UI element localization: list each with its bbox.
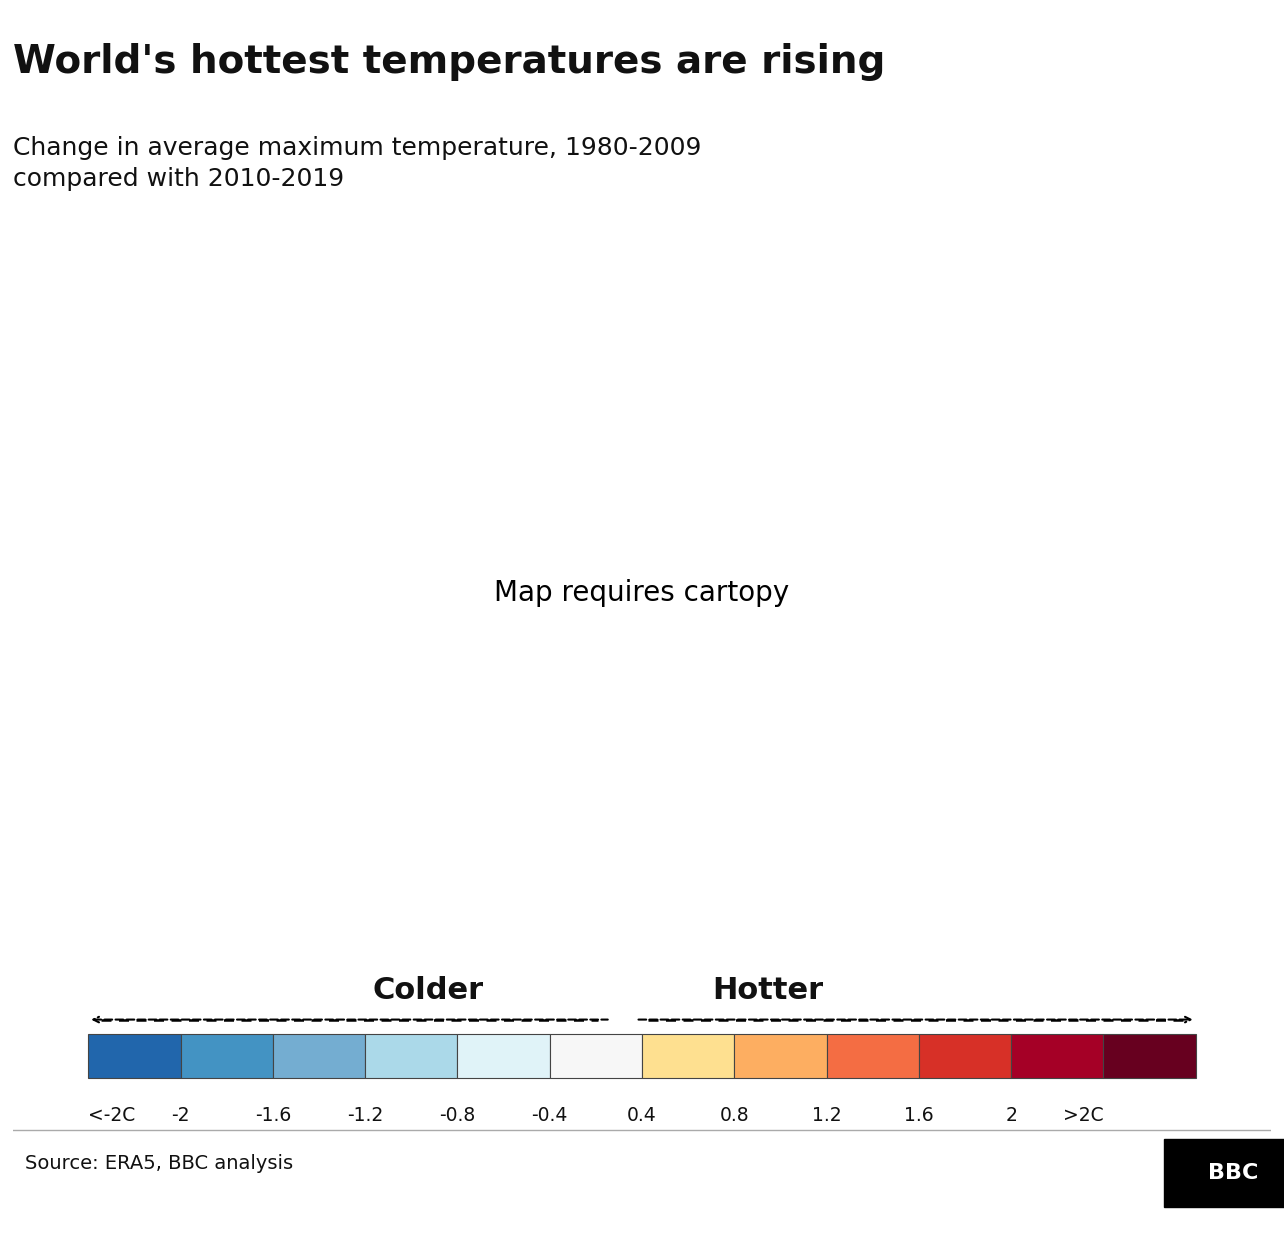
Text: -1.2: -1.2 — [347, 1106, 384, 1125]
Text: -0.4: -0.4 — [532, 1106, 568, 1125]
Text: 0.8: 0.8 — [719, 1106, 749, 1125]
Text: 1.2: 1.2 — [811, 1106, 841, 1125]
Text: 2: 2 — [1005, 1106, 1017, 1125]
FancyBboxPatch shape — [642, 1034, 734, 1077]
FancyBboxPatch shape — [919, 1034, 1011, 1077]
Text: -0.8: -0.8 — [439, 1106, 475, 1125]
Text: Colder: Colder — [372, 976, 484, 1004]
FancyBboxPatch shape — [1165, 1139, 1284, 1207]
Text: 1.6: 1.6 — [904, 1106, 933, 1125]
Text: -2: -2 — [171, 1106, 190, 1125]
Text: Change in average maximum temperature, 1980-2009
compared with 2010-2019: Change in average maximum temperature, 1… — [13, 136, 701, 191]
Text: -1.6: -1.6 — [254, 1106, 291, 1125]
FancyBboxPatch shape — [734, 1034, 827, 1077]
Text: BBC: BBC — [1208, 1164, 1258, 1183]
FancyBboxPatch shape — [89, 1034, 181, 1077]
FancyBboxPatch shape — [827, 1034, 919, 1077]
FancyBboxPatch shape — [181, 1034, 273, 1077]
Text: Map requires cartopy: Map requires cartopy — [494, 579, 790, 607]
FancyBboxPatch shape — [273, 1034, 365, 1077]
Text: >2C: >2C — [1063, 1106, 1103, 1125]
FancyBboxPatch shape — [1103, 1034, 1195, 1077]
FancyBboxPatch shape — [457, 1034, 550, 1077]
Text: World's hottest temperatures are rising: World's hottest temperatures are rising — [13, 43, 885, 81]
FancyBboxPatch shape — [1011, 1034, 1103, 1077]
Text: <-2C: <-2C — [89, 1106, 136, 1125]
FancyBboxPatch shape — [550, 1034, 642, 1077]
Text: Source: ERA5, BBC analysis: Source: ERA5, BBC analysis — [26, 1154, 294, 1174]
Text: 0.4: 0.4 — [627, 1106, 657, 1125]
Text: Hotter: Hotter — [713, 976, 823, 1004]
FancyBboxPatch shape — [365, 1034, 457, 1077]
